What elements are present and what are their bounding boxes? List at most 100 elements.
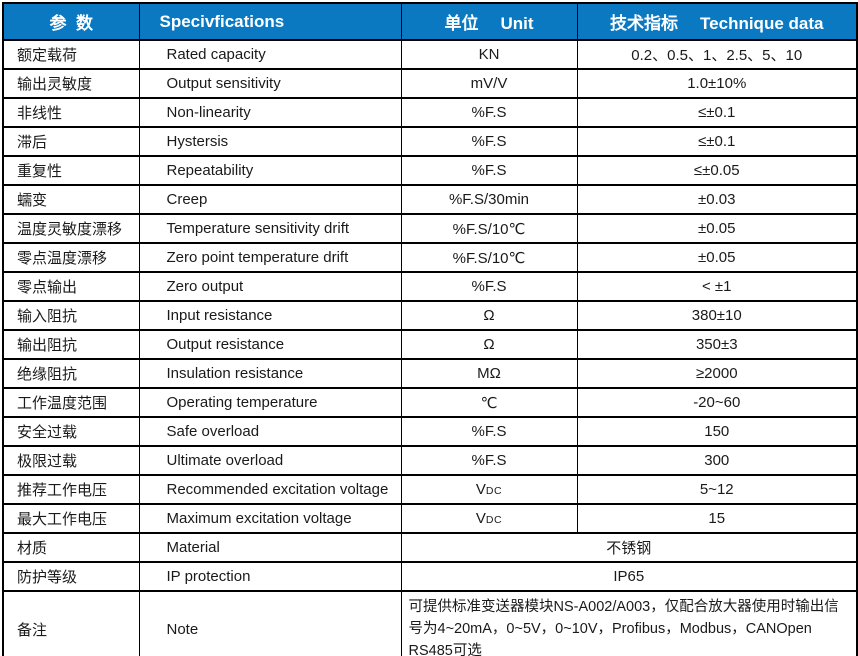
table-row-repeatability: 重复性 Repeatability %F.S ≤±0.05 (2, 155, 858, 186)
header-unit-label-en: Unit (500, 14, 534, 33)
spec-cell: Rated capacity (138, 39, 402, 70)
value-cell: 150 (576, 416, 858, 447)
note-text-cell: 可提供标准变送器模块NS-A002/A003，仅配合放大器使用时输出信号为4~2… (400, 590, 858, 656)
value-cell: 5~12 (576, 474, 858, 505)
unit-cell: KN (400, 39, 578, 70)
table-row-output-sensitivity: 输出灵敏度 Output sensitivity mV/V 1.0±10% (2, 68, 858, 99)
value-cell: ≤±0.1 (576, 126, 858, 157)
table-row-temp-sensitivity-drift: 温度灵敏度漂移 Temperature sensitivity drift %F… (2, 213, 858, 244)
value-cell: 380±10 (576, 300, 858, 331)
param-cell: 输出阻抗 (2, 329, 140, 360)
value-cell: -20~60 (576, 387, 858, 418)
param-cell: 输入阻抗 (2, 300, 140, 331)
table-row-zero-temp-drift: 零点温度漂移 Zero point temperature drift %F.S… (2, 242, 858, 273)
header-tech-label-en: Technique data (700, 14, 824, 33)
param-cell: 工作温度范围 (2, 387, 140, 418)
spec-cell: Temperature sensitivity drift (138, 213, 402, 244)
table-row-non-linearity: 非线性 Non-linearity %F.S ≤±0.1 (2, 97, 858, 128)
spec-cell: Hystersis (138, 126, 402, 157)
param-cell: 重复性 (2, 155, 140, 186)
spec-cell: Safe overload (138, 416, 402, 447)
param-cell: 最大工作电压 (2, 503, 140, 534)
table-row-maximum-voltage: 最大工作电压 Maximum excitation voltage VDC 15 (2, 503, 858, 534)
table-row-material: 材质 Material 不锈钢 (2, 532, 858, 563)
param-cell: 安全过载 (2, 416, 140, 447)
param-cell: 输出灵敏度 (2, 68, 140, 99)
unit-cell: ℃ (400, 387, 578, 418)
unit-cell: %F.S/30min (400, 184, 578, 215)
table-row-note: 备注 Note 可提供标准变送器模块NS-A002/A003，仅配合放大器使用时… (2, 590, 858, 656)
table-row-recommended-voltage: 推荐工作电压 Recommended excitation voltage VD… (2, 474, 858, 505)
param-cell: 备注 (2, 590, 140, 656)
param-cell: 非线性 (2, 97, 140, 128)
unit-cell: Ω (400, 300, 578, 331)
merged-value-cell: IP65 (400, 561, 858, 592)
spec-cell: Zero point temperature drift (138, 242, 402, 273)
spec-cell: Output sensitivity (138, 68, 402, 99)
header-cell-param: 参 数 (2, 2, 140, 41)
unit-cell: Ω (400, 329, 578, 360)
merged-value-cell: 不锈钢 (400, 532, 858, 563)
unit-cell: %F.S/10℃ (400, 213, 578, 244)
unit-cell: %F.S (400, 445, 578, 476)
unit-cell: %F.S (400, 155, 578, 186)
param-cell: 温度灵敏度漂移 (2, 213, 140, 244)
table-row-creep: 蠕变 Creep %F.S/30min ±0.03 (2, 184, 858, 215)
param-cell: 防护等级 (2, 561, 140, 592)
unit-cell: %F.S (400, 97, 578, 128)
value-cell: 15 (576, 503, 858, 534)
spec-cell: Material (138, 532, 402, 563)
header-unit-label-zh: 单位 (444, 14, 479, 33)
spec-cell: Output resistance (138, 329, 402, 360)
param-cell: 材质 (2, 532, 140, 563)
value-cell: 350±3 (576, 329, 858, 360)
spec-cell: Operating temperature (138, 387, 402, 418)
spec-cell: Recommended excitation voltage (138, 474, 402, 505)
value-cell: ≤±0.05 (576, 155, 858, 186)
table-row-safe-overload: 安全过载 Safe overload %F.S 150 (2, 416, 858, 447)
table-row-zero-output: 零点输出 Zero output %F.S < ±1 (2, 271, 858, 302)
value-cell: < ±1 (576, 271, 858, 302)
spec-cell: Non-linearity (138, 97, 402, 128)
spec-cell: Note (138, 590, 402, 656)
value-cell: 300 (576, 445, 858, 476)
table-row-operating-temperature: 工作温度范围 Operating temperature ℃ -20~60 (2, 387, 858, 418)
spec-cell: IP protection (138, 561, 402, 592)
value-cell: ±0.03 (576, 184, 858, 215)
header-cell-unit: 单位 Unit (400, 2, 578, 41)
table-row-insulation-resistance: 绝缘阻抗 Insulation resistance MΩ ≥2000 (2, 358, 858, 389)
value-cell: ±0.05 (576, 242, 858, 273)
unit-cell: %F.S (400, 126, 578, 157)
unit-cell: %F.S (400, 416, 578, 447)
spec-cell: Maximum excitation voltage (138, 503, 402, 534)
param-cell: 额定载荷 (2, 39, 140, 70)
table-row-rated-capacity: 额定载荷 Rated capacity KN 0.2、0.5、1、2.5、5、1… (2, 39, 858, 70)
table-row-ultimate-overload: 极限过载 Ultimate overload %F.S 300 (2, 445, 858, 476)
unit-cell: VDC (400, 503, 578, 534)
param-cell: 推荐工作电压 (2, 474, 140, 505)
table-row-hysteresis: 滞后 Hystersis %F.S ≤±0.1 (2, 126, 858, 157)
unit-cell: %F.S/10℃ (400, 242, 578, 273)
spec-cell: Ultimate overload (138, 445, 402, 476)
unit-subscript: DC (485, 485, 503, 497)
spec-cell: Repeatability (138, 155, 402, 186)
header-spec-label: Specivfications (159, 11, 285, 31)
unit-cell: VDC (400, 474, 578, 505)
spec-cell: Insulation resistance (138, 358, 402, 389)
value-cell: ±0.05 (576, 213, 858, 244)
value-cell: ≥2000 (576, 358, 858, 389)
header-row: 参 数 Specivfications 单位 Unit 技术指标 Technique… (2, 2, 858, 41)
unit-main: V (475, 510, 486, 527)
spec-cell: Input resistance (138, 300, 402, 331)
unit-main: V (475, 481, 486, 498)
unit-cell: %F.S (400, 271, 578, 302)
spec-cell: Zero output (138, 271, 402, 302)
param-cell: 零点温度漂移 (2, 242, 140, 273)
unit-cell: mV/V (400, 68, 578, 99)
table-row-ip-protection: 防护等级 IP protection IP65 (2, 561, 858, 592)
value-cell: 0.2、0.5、1、2.5、5、10 (576, 39, 858, 70)
header-tech-label-zh: 技术指标 (610, 14, 679, 33)
unit-cell: MΩ (400, 358, 578, 389)
